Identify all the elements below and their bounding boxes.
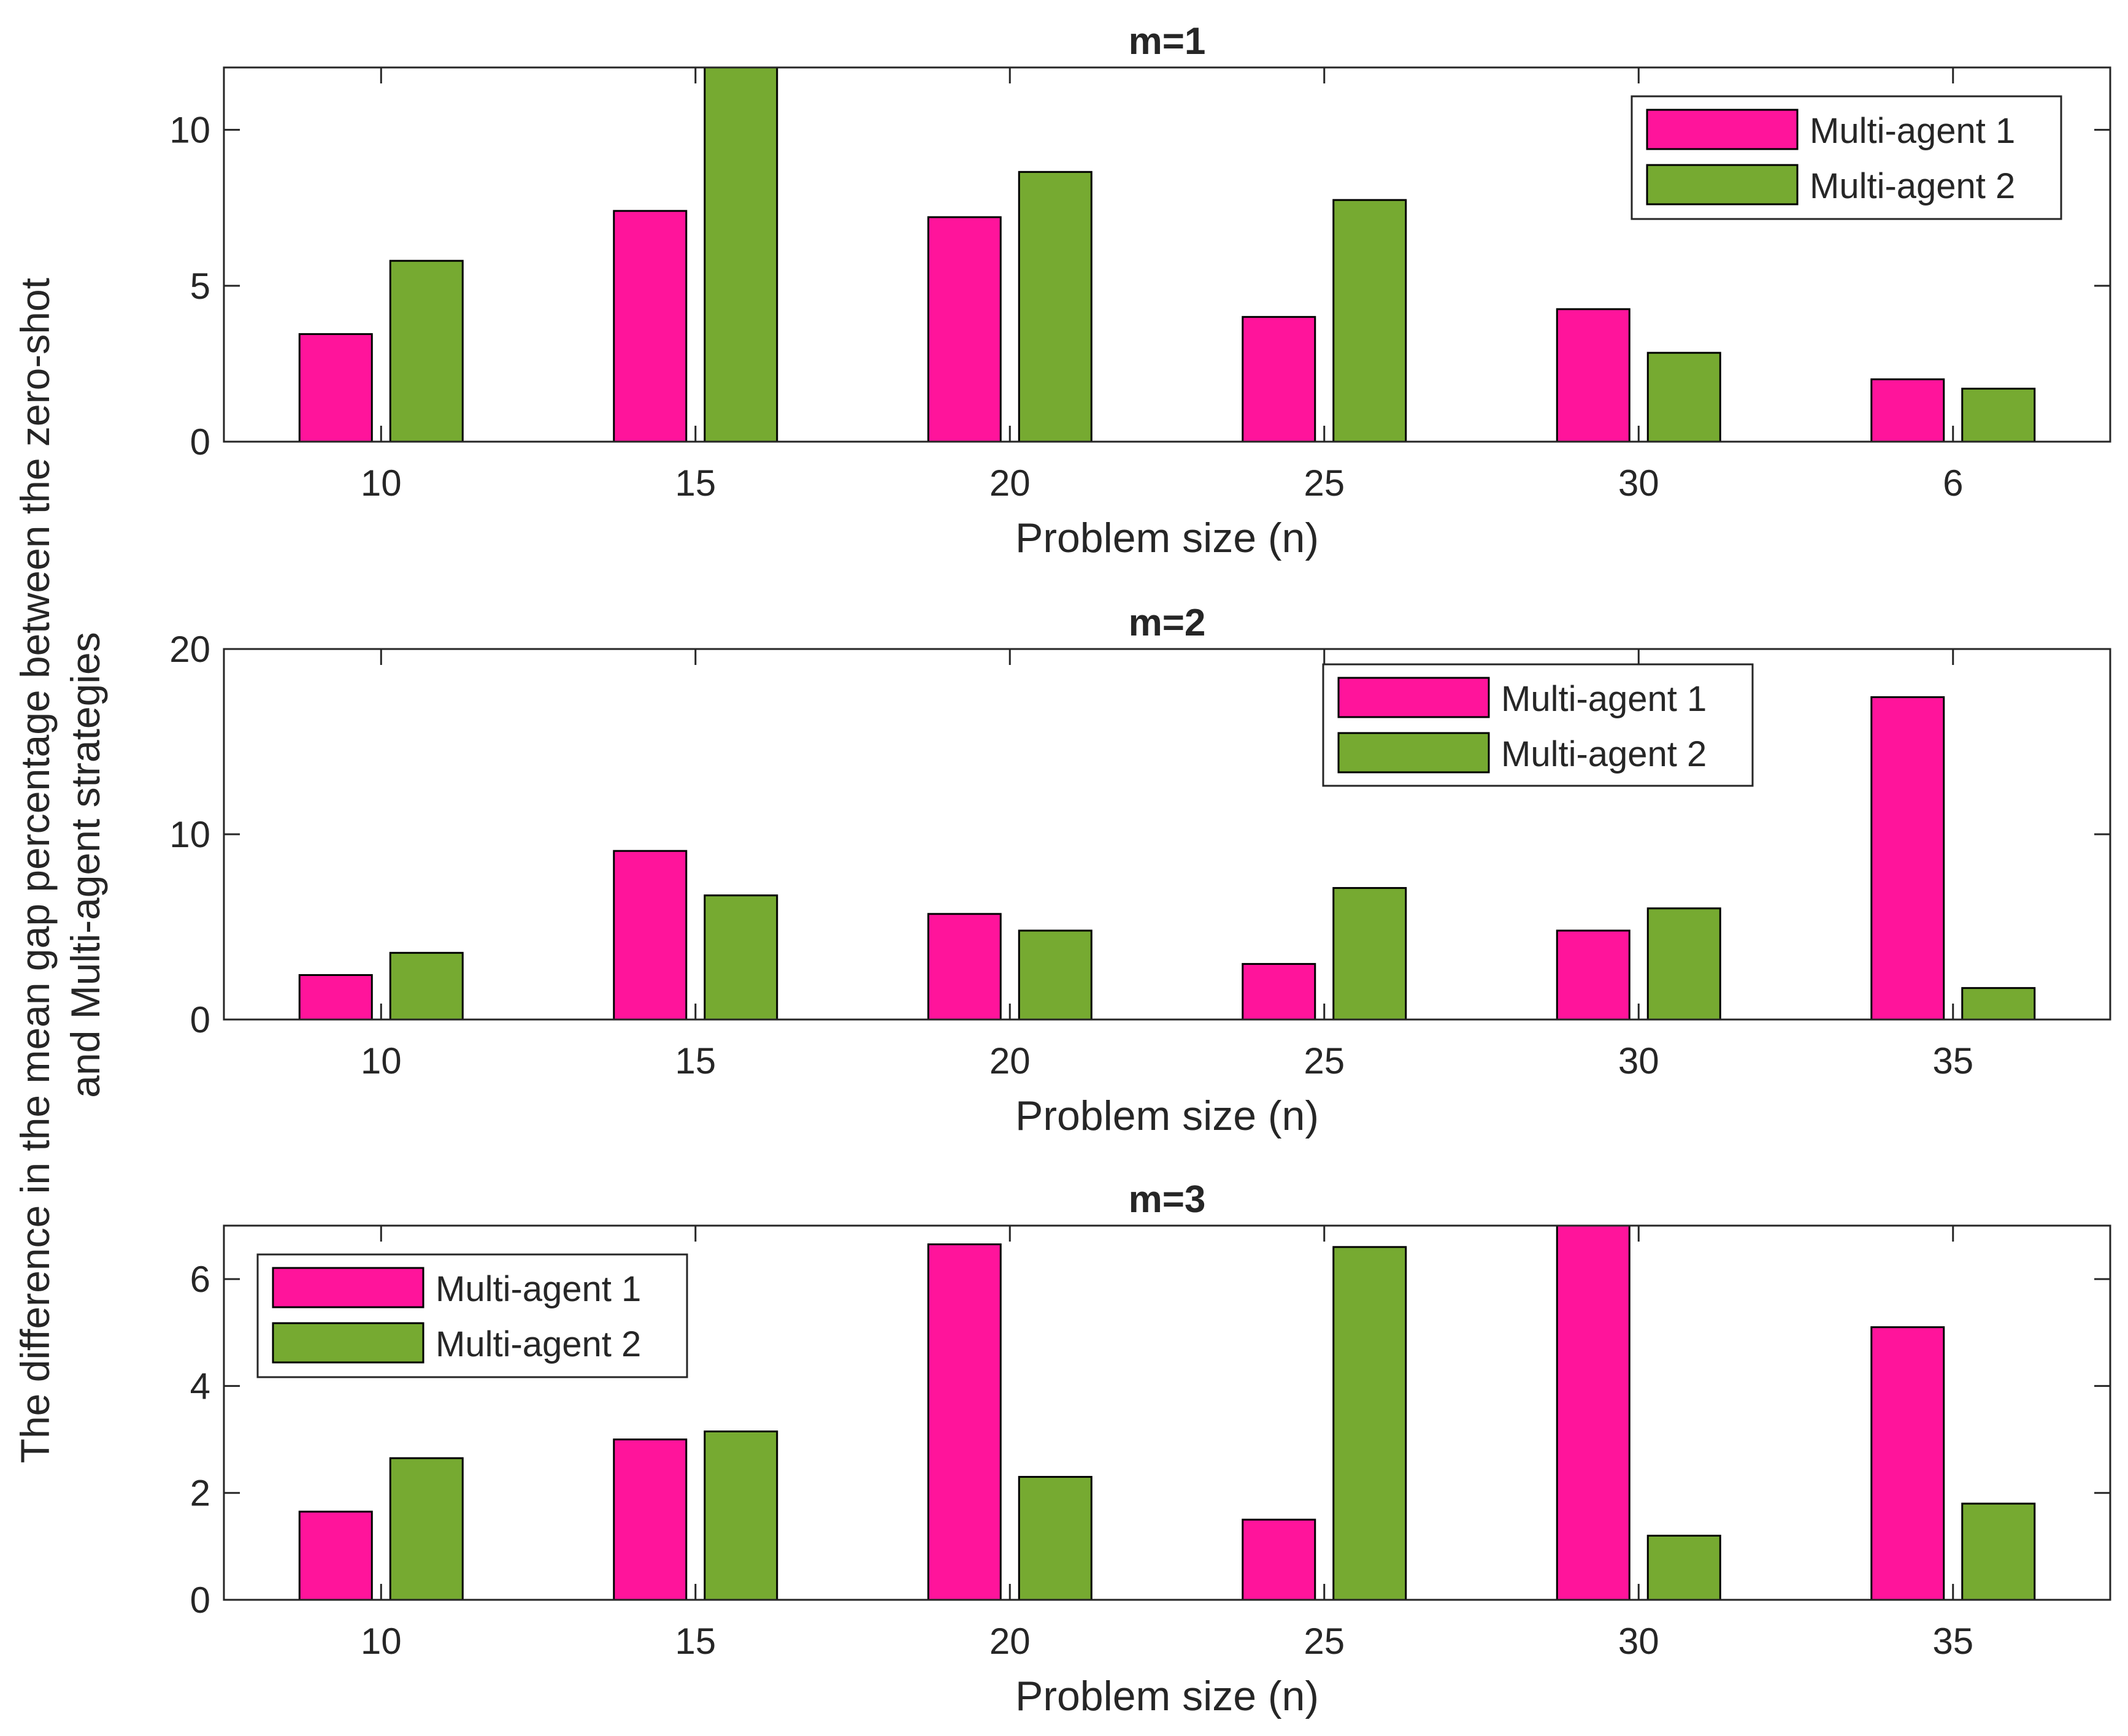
bar-multi-agent-2-n25	[1332, 887, 1407, 1021]
bar-multi-agent-2-n20	[1018, 929, 1093, 1021]
subplot-3: 10 15 20 25 30 35 0 2 4 6 m=3 Problem size (n) Multi…	[190, 1178, 2111, 1719]
x-tick-label: 10	[361, 463, 402, 504]
bar-multi-agent-1-n10	[298, 333, 373, 443]
x-tick-label: 25	[1304, 1040, 1345, 1081]
bar-multi-agent-1-n30	[1556, 308, 1631, 443]
x-tick-label: 35	[1932, 1040, 1973, 1081]
bar-multi-agent-2-n25	[1332, 1246, 1407, 1601]
y-tick-label: 0	[190, 1580, 210, 1621]
x-axis-label: Problem size (n)	[1015, 1673, 1319, 1719]
bar-multi-agent-1-n25	[1242, 316, 1316, 443]
bar-multi-agent-2-n10	[389, 259, 464, 443]
axes-frame	[223, 66, 2111, 443]
x-tick-label: 10	[361, 1040, 402, 1081]
y-tick-label: 0	[190, 999, 210, 1040]
legend-swatch-multi-agent-1	[272, 1267, 424, 1308]
legend: Multi-agent 1 Multi-agent 2	[1631, 95, 2062, 220]
x-axis-label: Problem size (n)	[1015, 1093, 1319, 1139]
bar-multi-agent-2-n20	[1018, 171, 1093, 443]
x-tick-label: 25	[1304, 1621, 1345, 1662]
bar-multi-agent-2-n15	[704, 66, 778, 443]
subplot-2: 10 15 20 25 30 35 0 10 20 m=2 Problem size (n) Mult…	[169, 602, 2111, 1139]
x-tick-label: 6	[1943, 463, 1963, 504]
bar-multi-agent-2-n10	[389, 951, 464, 1021]
y-tick-label: 10	[169, 814, 210, 855]
bar-multi-agent-1-n35	[1870, 1326, 1945, 1601]
legend-label-multi-agent-1: Multi-agent 1	[1810, 111, 2015, 151]
x-tick-label: 25	[1304, 463, 1345, 504]
legend: Multi-agent 1 Multi-agent 2	[256, 1253, 688, 1378]
legend-swatch-multi-agent-2	[1646, 164, 1799, 205]
bar-multi-agent-1-n30	[1556, 1224, 1631, 1601]
y-tick-label: 20	[169, 629, 210, 670]
bar-multi-agent-2-n20	[1018, 1476, 1093, 1601]
x-tick-label: 30	[1618, 1040, 1659, 1081]
x-tick-label: 30	[1618, 463, 1659, 504]
legend-swatch-multi-agent-1	[1337, 677, 1490, 718]
bar-multi-agent-2-n15	[704, 894, 778, 1021]
y-axis-label-line-2: and Multi-agent strategies	[63, 632, 108, 1097]
legend-label-multi-agent-2: Multi-agent 2	[1810, 166, 2015, 206]
legend-label-multi-agent-1: Multi-agent 1	[1501, 679, 1707, 719]
bar-multi-agent-1-n10	[298, 974, 373, 1021]
subplot-title: m=2	[1129, 602, 1206, 644]
y-tick-label: 10	[169, 110, 210, 151]
bar-multi-agent-2-n30	[1646, 1534, 1721, 1601]
bar-multi-agent-2-n35	[1961, 987, 2036, 1021]
bar-multi-agent-1-n35	[1870, 696, 1945, 1021]
y-tick-label: 0	[190, 421, 210, 463]
y-tick-label: 5	[190, 266, 210, 307]
bar-multi-agent-2-n30	[1646, 351, 1721, 443]
x-tick-label: 15	[675, 1621, 716, 1662]
bar-multi-agent-1-n15	[613, 1438, 688, 1601]
legend-label-multi-agent-2: Multi-agent 2	[1501, 734, 1707, 774]
bar-multi-agent-2-n30	[1646, 907, 1721, 1021]
legend-label-multi-agent-2: Multi-agent 2	[436, 1324, 641, 1364]
x-axis-label: Problem size (n)	[1015, 515, 1319, 561]
x-tick-label: 15	[675, 463, 716, 504]
y-axis-label-line-1: The difference in the mean gap percentag…	[12, 278, 58, 1463]
legend-swatch-multi-agent-2	[272, 1322, 424, 1364]
bar-multi-agent-2-n6	[1961, 388, 2036, 443]
bar-multi-agent-1-n10	[298, 1510, 373, 1601]
x-tick-label: 30	[1618, 1621, 1659, 1662]
bar-multi-agent-1-n15	[613, 210, 688, 443]
y-tick-label: 2	[190, 1473, 210, 1514]
x-tick-label: 35	[1932, 1621, 1973, 1662]
x-tick-label: 20	[989, 1621, 1031, 1662]
bar-multi-agent-2-n15	[704, 1431, 778, 1601]
subplot-title: m=1	[1129, 20, 1206, 63]
y-axis-label: The difference in the mean gap percentag…	[12, 267, 108, 1464]
legend-swatch-multi-agent-2	[1337, 732, 1490, 774]
bar-multi-agent-1-n20	[927, 1243, 1002, 1601]
bar-multi-agent-1-n25	[1242, 962, 1316, 1021]
x-tick-label: 10	[361, 1621, 402, 1662]
bar-multi-agent-1-n20	[927, 216, 1002, 443]
bar-multi-agent-1-n6	[1870, 378, 1945, 443]
y-tick-label: 6	[190, 1259, 210, 1300]
bar-multi-agent-1-n20	[927, 913, 1002, 1021]
subplot-title: m=3	[1129, 1178, 1206, 1221]
x-tick-label: 20	[989, 463, 1031, 504]
bar-multi-agent-1-n15	[613, 850, 688, 1021]
x-tick-label: 15	[675, 1040, 716, 1081]
legend: Multi-agent 1 Multi-agent 2	[1322, 663, 1754, 787]
bar-multi-agent-1-n25	[1242, 1518, 1316, 1601]
bar-multi-agent-2-n10	[389, 1457, 464, 1601]
legend-swatch-multi-agent-1	[1646, 109, 1799, 150]
y-tick-label: 4	[190, 1365, 210, 1407]
axes-frame	[223, 1224, 2111, 1601]
bar-multi-agent-2-n35	[1961, 1502, 2036, 1601]
bar-multi-agent-1-n30	[1556, 929, 1631, 1021]
x-tick-label: 20	[989, 1040, 1031, 1081]
bar-multi-agent-2-n25	[1332, 199, 1407, 443]
legend-label-multi-agent-1: Multi-agent 1	[436, 1269, 641, 1309]
subplot-1: 10 15 20 25 30 6 0 5 10 m=1 Problem size (n) Multi-…	[169, 20, 2111, 561]
plot-area	[224, 649, 2110, 1020]
